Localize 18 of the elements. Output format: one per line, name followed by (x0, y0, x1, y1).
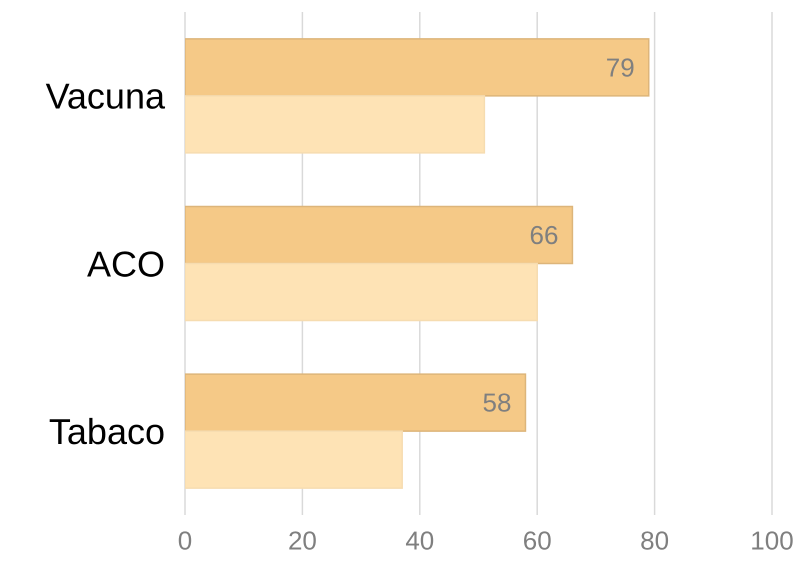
data-label: 58 (482, 388, 512, 418)
x-tick-label: 80 (640, 525, 670, 556)
x-tick-label: 20 (288, 525, 317, 556)
y-tick-label: Vacuna (46, 76, 166, 117)
x-tick-label: 100 (750, 525, 794, 556)
bar (185, 373, 526, 432)
bar (185, 430, 403, 489)
y-tick-label: Tabaco (48, 410, 165, 452)
data-label: 66 (530, 220, 558, 250)
bar (185, 262, 538, 322)
x-tick-label: 40 (405, 525, 434, 556)
x-tick-label: 0 (178, 525, 192, 556)
data-label: 79 (606, 52, 635, 82)
x-tick-label: 60 (522, 525, 552, 556)
bar (185, 38, 650, 97)
bar (185, 95, 486, 154)
bar (185, 206, 574, 264)
y-tick-label: ACO (86, 243, 165, 284)
